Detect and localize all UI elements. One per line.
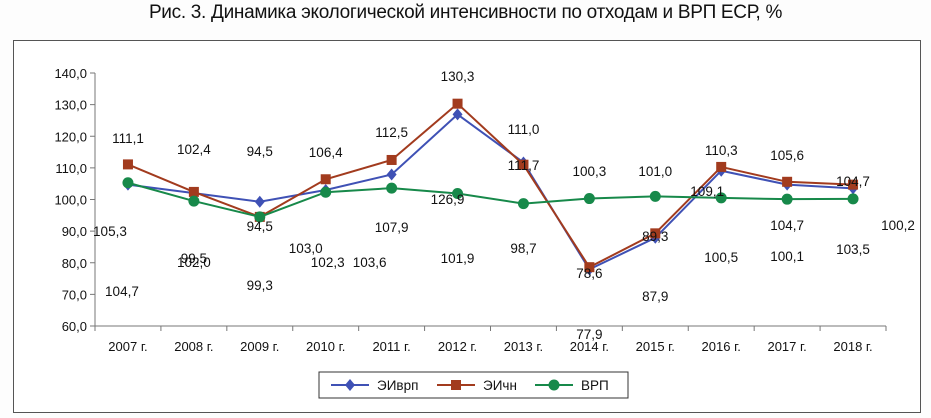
data-label: 105,3	[93, 224, 127, 239]
data-point-circle	[386, 182, 398, 194]
y-tick-label: 140,0	[54, 66, 87, 81]
line-chart: 60,0 70,0 80,0 90,0 100,0 110,0 120,0 130,0 140,…	[54, 66, 915, 399]
data-label: 94,5	[247, 144, 273, 159]
x-tick-label: 2010 г.	[306, 339, 345, 354]
data-label: 104,7	[105, 284, 139, 299]
legend-marker-diamond	[345, 379, 355, 391]
chart-frame: 60,0 70,0 80,0 90,0 100,0 110,0 120,0 130,0 140,…	[13, 40, 921, 413]
y-tick-label: 80,0	[62, 256, 87, 271]
x-tick-label: 2013 г.	[504, 339, 543, 354]
data-point-diamond	[254, 195, 265, 208]
data-point-circle	[188, 195, 200, 207]
data-label: 102,4	[177, 142, 211, 157]
data-label: 100,2	[881, 218, 915, 233]
data-label: 102,3	[311, 255, 345, 270]
y-tick-label: 120,0	[54, 129, 87, 144]
data-point-square	[386, 154, 397, 165]
data-point-square	[848, 179, 859, 190]
data-point-circle	[715, 192, 727, 204]
data-label: 102,0	[177, 255, 211, 270]
data-label: 103,5	[836, 242, 870, 257]
chart-title: Рис. 3. Динамика экологической интенсивн…	[148, 2, 783, 23]
data-label: 109,1	[690, 184, 724, 199]
data-point-diamond	[452, 108, 463, 121]
legend-label: ЭИврп	[377, 378, 418, 393]
x-tick-label: 2018 г.	[833, 339, 872, 354]
data-point-square	[518, 159, 529, 170]
data-label: 103,0	[289, 241, 323, 256]
data-label: 104,7	[770, 218, 804, 233]
data-label: 130,3	[441, 69, 475, 84]
data-label: 101,0	[638, 164, 672, 179]
data-label: 78,6	[576, 266, 602, 281]
data-label: 111,7	[508, 158, 540, 173]
x-tick-label: 2017 г.	[767, 339, 806, 354]
data-label: 100,5	[704, 250, 738, 265]
data-label: 77,9	[576, 327, 602, 342]
legend-marker-square	[451, 380, 461, 390]
data-label: 99,3	[247, 278, 273, 293]
legend-label: ЭИчн	[483, 378, 517, 393]
x-tick-label: 2008 г.	[174, 339, 213, 354]
y-tick-label: 130,0	[54, 98, 87, 113]
data-label: 94,5	[247, 219, 273, 234]
legend-marker-circle	[548, 379, 560, 391]
data-point-square	[320, 174, 331, 185]
data-point-circle	[452, 187, 464, 199]
data-label: 103,6	[353, 255, 387, 270]
x-tick-label: 2007 г.	[108, 339, 147, 354]
data-point-square	[452, 98, 463, 109]
y-tick-label: 100,0	[54, 193, 87, 208]
data-label: 100,3	[572, 164, 606, 179]
data-point-circle	[847, 193, 859, 205]
data-point-square	[188, 186, 199, 197]
data-label: 107,9	[375, 220, 409, 235]
data-label: 112,5	[375, 125, 408, 140]
data-point-circle	[320, 186, 332, 198]
x-tick-label: 2011 г.	[372, 339, 410, 354]
data-label: 111,1	[112, 131, 144, 146]
legend-label: ВРП	[581, 378, 609, 393]
x-tick-label: 2009 г.	[240, 339, 279, 354]
data-point-square	[782, 176, 793, 187]
data-point-circle	[517, 198, 529, 210]
data-point-circle	[254, 211, 266, 223]
series-line-circle	[127, 181, 854, 218]
data-point-square	[716, 161, 727, 172]
data-point-circle	[781, 193, 793, 205]
x-tick-label: 2016 г.	[702, 339, 741, 354]
y-tick-label: 110,0	[55, 161, 87, 176]
data-point-square	[650, 228, 661, 239]
y-tick-label: 60,0	[62, 319, 87, 334]
series-line-square	[127, 102, 854, 269]
data-label: 98,7	[510, 241, 536, 256]
data-point-square	[584, 262, 595, 273]
y-tick-label: 70,0	[62, 287, 87, 302]
data-label: 87,9	[642, 289, 668, 304]
data-point-circle	[122, 177, 134, 189]
y-tick-label: 90,0	[62, 224, 87, 239]
data-label: 110,3	[705, 143, 738, 158]
data-point-circle	[583, 193, 595, 205]
series-line-diamond	[127, 113, 854, 271]
data-label: 105,6	[770, 148, 804, 163]
data-point-diamond	[386, 168, 397, 181]
x-tick-label: 2012 г.	[438, 339, 477, 354]
data-label: 89,3	[642, 229, 668, 244]
data-label: 126,9	[431, 192, 465, 207]
data-label: 106,4	[309, 145, 343, 160]
data-label: 100,1	[770, 249, 804, 264]
x-tick-label: 2015 г.	[636, 339, 675, 354]
data-point-square	[122, 159, 133, 170]
data-label: 99,5	[181, 251, 207, 266]
data-label: 111,0	[508, 122, 540, 137]
x-tick-label: 2014 г.	[570, 339, 609, 354]
data-label: 104,7	[836, 174, 870, 189]
data-point-circle	[649, 190, 661, 202]
data-label: 101,9	[441, 251, 475, 266]
